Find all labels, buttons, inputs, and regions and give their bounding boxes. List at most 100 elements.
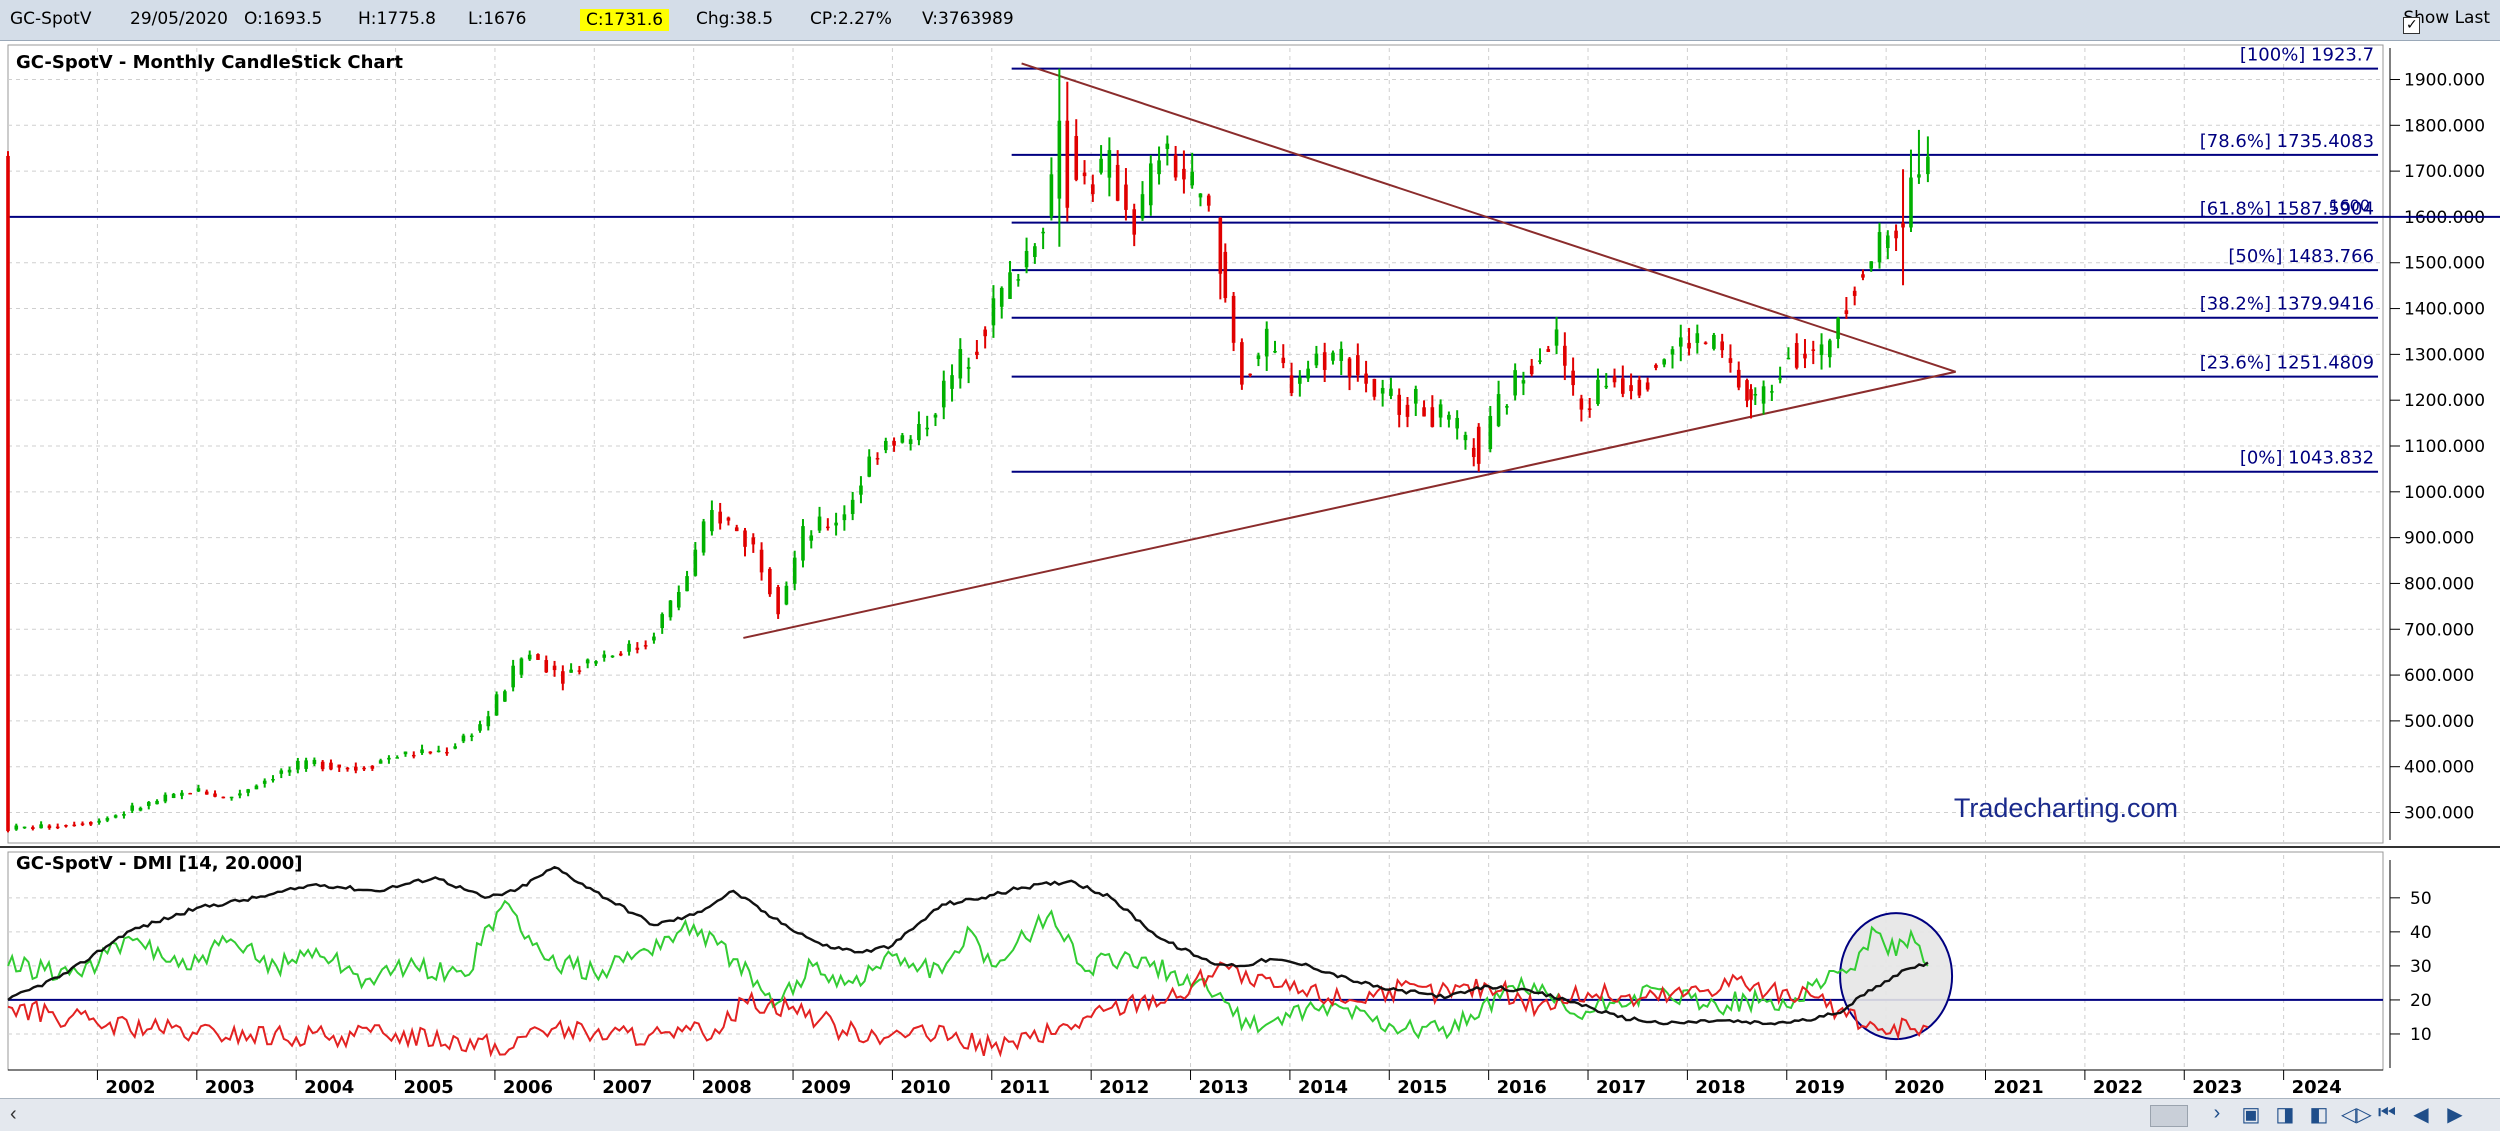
- candle-body: [577, 670, 582, 672]
- candle-body: [1695, 333, 1700, 343]
- candle-body: [1811, 349, 1816, 351]
- candle-body: [1703, 342, 1708, 344]
- x-tick-label: 2014: [1298, 1077, 1348, 1098]
- scroll-left-icon[interactable]: ‹: [10, 1103, 17, 1125]
- candle-body: [1422, 407, 1426, 417]
- candle-body: [122, 814, 126, 816]
- candle-body: [1529, 365, 1534, 375]
- candle-body: [279, 770, 284, 774]
- zoom-in-icon[interactable]: ◨: [2275, 1104, 2295, 1126]
- candle-body: [1380, 387, 1385, 394]
- fib-retracement: [100%] 1923.7 [78.6%] 1735.4083 [61.8%] 15…: [1011, 45, 2379, 473]
- candle-body: [1637, 379, 1642, 396]
- price-y-axis: 300.000 400.000 500.000 600.000 700.000 800.0…: [2389, 48, 2485, 840]
- x-tick-label: 2021: [1994, 1077, 2044, 1098]
- candle-body: [1538, 360, 1542, 362]
- candle-body: [792, 557, 797, 584]
- candle-body: [826, 526, 830, 529]
- trendline: [1021, 62, 1957, 373]
- candle-body: [72, 824, 77, 827]
- y-tick-label: 800.000: [2404, 574, 2474, 594]
- scroll-right-icon[interactable]: ›: [2213, 1102, 2221, 1124]
- candle-body: [478, 724, 482, 731]
- scroll-thumb[interactable]: [2150, 1105, 2188, 1127]
- candle-body: [519, 658, 524, 675]
- candle-body: [768, 568, 772, 595]
- candle-body: [635, 647, 640, 650]
- candle-body: [966, 366, 971, 369]
- candle-body: [751, 537, 756, 545]
- y-tick-label: 40: [2410, 923, 2432, 943]
- candle-body: [585, 659, 590, 664]
- y-tick-label: 400.000: [2404, 758, 2474, 778]
- y-tick-label: 1900.000: [2404, 70, 2485, 90]
- candle-body: [1794, 343, 1799, 368]
- x-tick-label: 2008: [702, 1077, 752, 1098]
- x-tick-label: 2016: [1497, 1077, 1547, 1098]
- previous-page-icon[interactable]: ◀: [2413, 1104, 2429, 1126]
- candle-body: [610, 655, 615, 658]
- next-page-icon[interactable]: ▶: [2447, 1104, 2463, 1126]
- candle-body: [420, 749, 424, 754]
- x-tick-label: 2005: [404, 1077, 454, 1098]
- fib-level-label: [23.6%] 1251.4809: [2200, 353, 2374, 374]
- show-last-toggle[interactable]: ✓ Show Last: [2403, 8, 2490, 34]
- candle-body: [1471, 447, 1476, 458]
- candle-body: [776, 587, 780, 615]
- candle-body: [1256, 355, 1261, 360]
- candle-body: [734, 527, 739, 532]
- candle-body: [1322, 352, 1327, 370]
- candle-body: [1885, 235, 1890, 249]
- change-label: Chg:38.5: [696, 9, 774, 29]
- scroll-bar[interactable]: ‹ › ▣ ◨ ◧ ◁▷ ⏮ ◀ ▶: [0, 1098, 2500, 1131]
- level-line-1600: 1600: [8, 196, 2500, 218]
- candle-body: [47, 825, 52, 829]
- candle-body: [718, 511, 722, 524]
- candle-body: [933, 414, 938, 418]
- candle-body: [701, 521, 706, 553]
- candle-body: [1430, 407, 1435, 427]
- candle-body: [469, 735, 474, 738]
- candle-body: [1438, 404, 1443, 418]
- candle-body: [834, 522, 838, 526]
- fib-level-label: [78.6%] 1735.4083: [2200, 131, 2374, 152]
- zoom-out-icon[interactable]: ◧: [2309, 1104, 2329, 1126]
- candle-body: [975, 351, 979, 355]
- dmi-line-minus_di: [7, 961, 1929, 1058]
- dmi-y-axis: 10 20 30 40 50: [2389, 860, 2432, 1068]
- candle-body: [1587, 408, 1592, 410]
- candle-body: [1413, 388, 1418, 404]
- candle-body: [1298, 377, 1302, 384]
- x-tick-label: 2010: [900, 1077, 950, 1098]
- y-tick-label: 20: [2410, 991, 2432, 1011]
- candle-body: [1604, 385, 1609, 388]
- chart-canvas[interactable]: 300.000 400.000 500.000 600.000 700.000 800.0…: [0, 40, 2500, 1098]
- expand-icon[interactable]: ◁▷: [2341, 1104, 2372, 1126]
- navigation-buttons: › ▣ ◨ ◧ ◁▷ ⏮ ◀ ▶: [2205, 1102, 2467, 1127]
- y-tick-label: 700.000: [2404, 620, 2474, 640]
- x-tick-label: 2012: [1099, 1077, 1149, 1098]
- candle-body: [1736, 369, 1741, 388]
- candle-body: [817, 516, 822, 531]
- candle-body: [1240, 342, 1244, 385]
- candle-body: [1513, 370, 1517, 396]
- candle-body: [1356, 355, 1360, 376]
- candle-body: [494, 694, 499, 716]
- candle-body: [1869, 261, 1874, 269]
- candle-body: [892, 440, 896, 446]
- candle-body: [743, 530, 747, 547]
- print-icon[interactable]: ▣: [2241, 1104, 2261, 1126]
- candle-body: [1273, 350, 1277, 353]
- x-tick-label: 2011: [1000, 1077, 1050, 1098]
- candle-body: [710, 510, 714, 532]
- candle-body: [1571, 370, 1575, 386]
- candle-body: [1157, 160, 1161, 175]
- first-page-icon[interactable]: ⏮: [2378, 1102, 2396, 1124]
- candle-body: [552, 665, 557, 671]
- show-last-checkbox[interactable]: ✓: [2403, 17, 2421, 34]
- candle-body: [461, 735, 466, 742]
- y-tick-label: 30: [2410, 957, 2432, 977]
- y-tick-label: 1500.000: [2404, 254, 2485, 274]
- candle-body: [1372, 378, 1377, 397]
- candle-body: [1670, 349, 1675, 355]
